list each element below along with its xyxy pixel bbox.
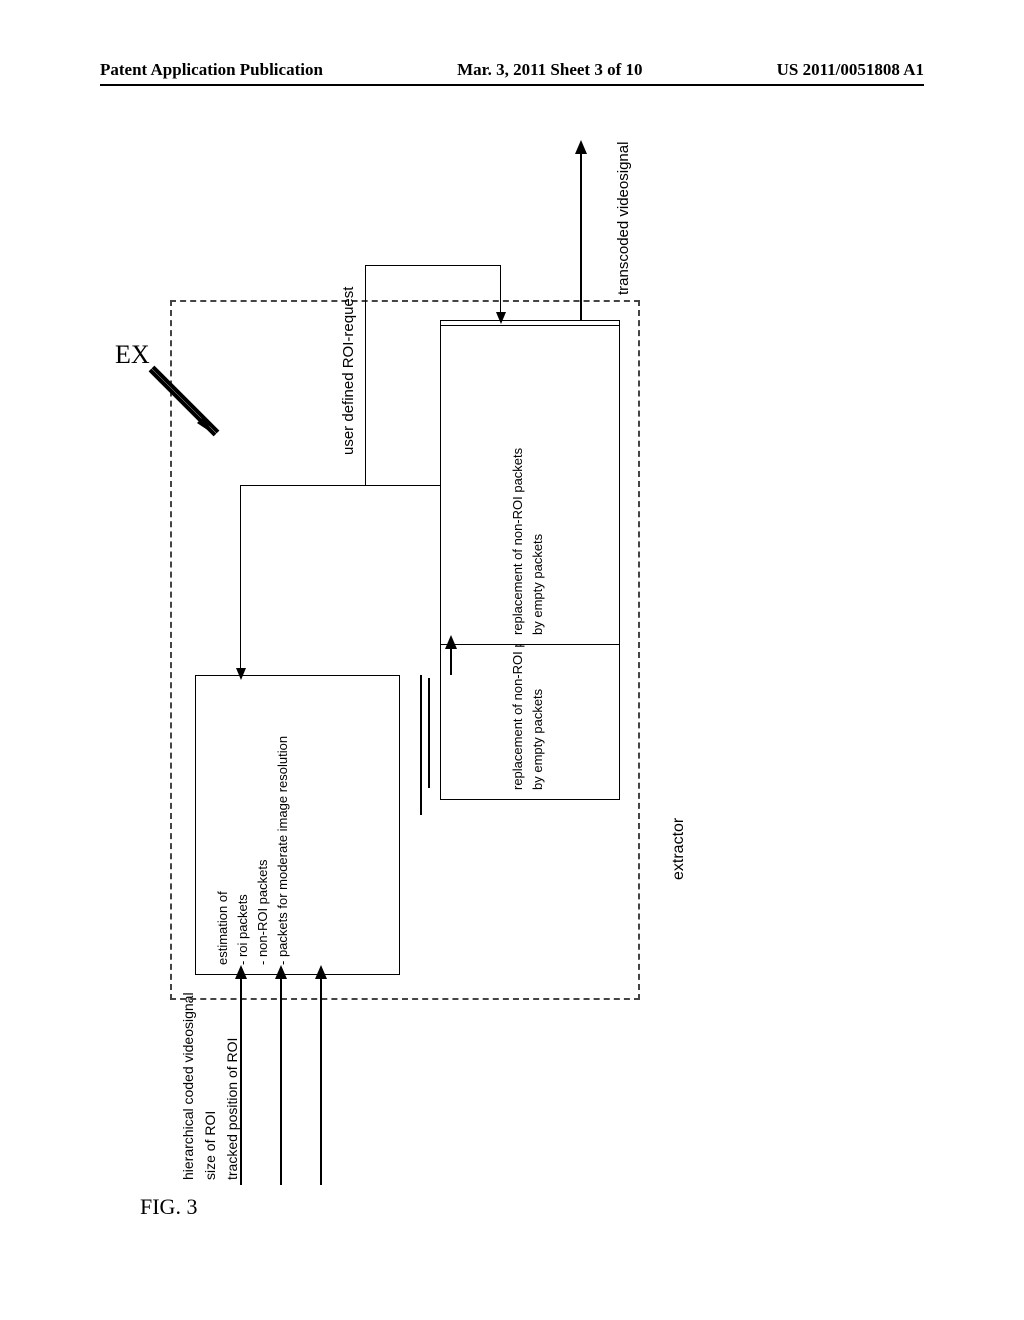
user-roi-label: user defined ROI-request (340, 287, 357, 455)
header-left: Patent Application Publication (100, 60, 323, 80)
figure-label: FIG. 3 (140, 1194, 197, 1220)
user-roi-to-box2 (500, 265, 501, 319)
box1-l2: - non-ROI packets (255, 860, 270, 966)
arrow-size-line (280, 975, 282, 1185)
output-line (580, 150, 582, 320)
extractor-label: extractor (670, 818, 688, 880)
box2-l2-fix: by empty packets (530, 534, 545, 635)
input-size-label: size of ROI (202, 1111, 218, 1180)
arrow-tracked-head (315, 965, 327, 979)
user-roi-top-h (365, 265, 501, 266)
arrow-between-line (428, 678, 430, 788)
arrow-hier-line (240, 975, 242, 1185)
box2-l1-fix: replacement of non-ROI packets (510, 448, 525, 635)
header-right: US 2011/0051808 A1 (777, 60, 924, 80)
ex-arrow-icon (145, 365, 235, 455)
user-roi-box2-head (496, 312, 506, 324)
output-label: transcoded videosignal (615, 142, 632, 295)
arrow-b1b2-line (450, 645, 452, 675)
arrow-size-head (275, 965, 287, 979)
user-roi-to-box1 (240, 485, 241, 675)
header-center: Mar. 3, 2011 Sheet 3 of 10 (457, 60, 642, 80)
figure-3-diagram: FIG. 3 hierarchical coded videosignal si… (140, 120, 740, 1220)
box1-l1: - roi packets (235, 894, 250, 965)
arrow-b1b2-head (445, 635, 457, 649)
box1-l3: - packets for moderate image resolution (275, 736, 290, 965)
user-roi-main-line (365, 265, 366, 485)
arrow-b1-b2-line (420, 675, 422, 815)
input-hier-label: hierarchical coded videosignal (180, 992, 196, 1180)
input-tracked-label: tracked position of ROI (224, 1038, 240, 1180)
page-header: Patent Application Publication Mar. 3, 2… (100, 60, 924, 86)
arrow-tracked-line (320, 975, 322, 1185)
output-arrowhead (575, 140, 587, 154)
box1-title: estimation of (215, 891, 230, 965)
user-roi-box1-head (236, 668, 246, 680)
box2-l2: by empty packets (530, 689, 545, 790)
arrow-hier-head (235, 965, 247, 979)
